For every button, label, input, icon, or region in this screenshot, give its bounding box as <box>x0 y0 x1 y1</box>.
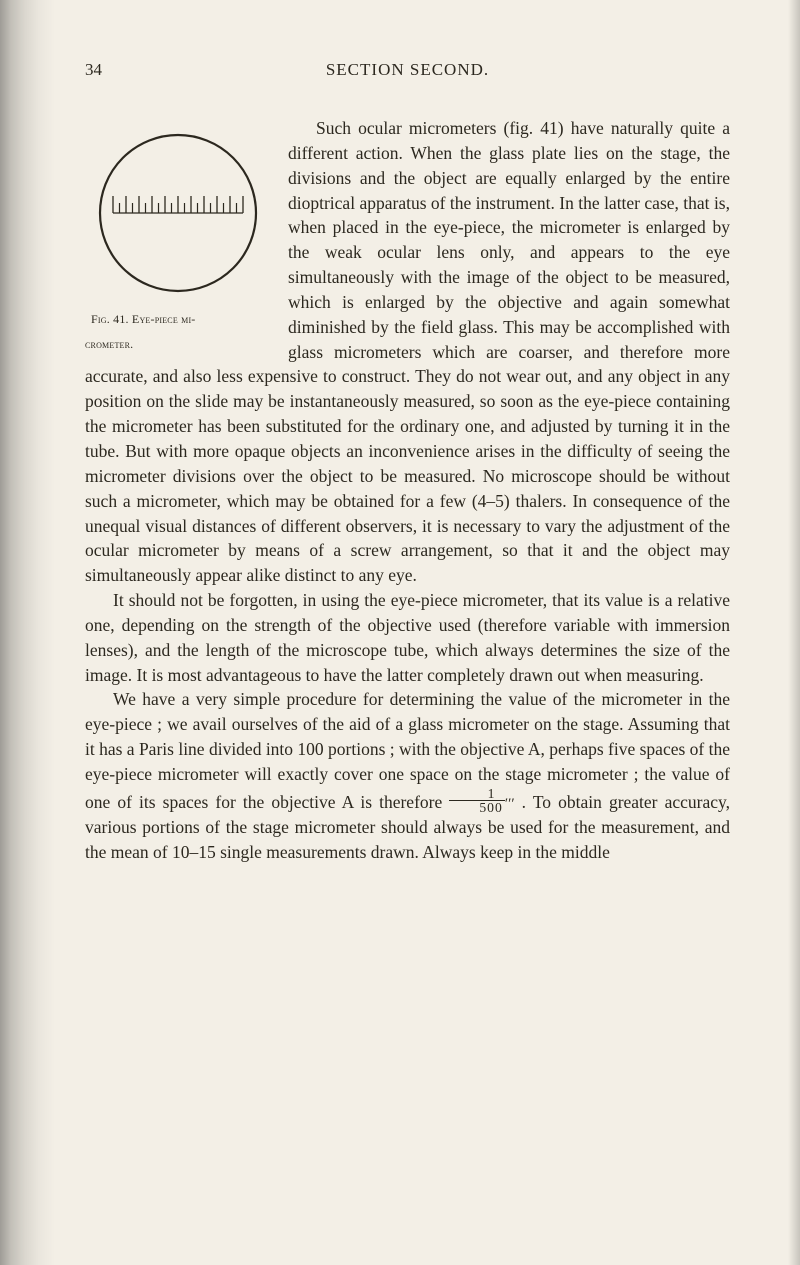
scanned-page: 34 SECTION SECOND. <box>0 0 800 1265</box>
figure-caption-text-2: crometer. <box>85 337 133 351</box>
triple-prime: ′′′ <box>505 796 515 812</box>
ocular-micrometer-svg <box>93 128 263 298</box>
ocular-micrometer-illustration <box>85 120 270 305</box>
fraction-1-over-500: 1 500 <box>449 787 504 815</box>
body-text: Fig. 41. Eye-piece mi- crometer. Such oc… <box>85 116 730 865</box>
paragraph-2-text: It should not be forgotten, in using the… <box>85 590 730 685</box>
paragraph-2: It should not be forgotten, in using the… <box>85 588 730 687</box>
section-title: SECTION SECOND. <box>85 60 730 80</box>
figure-41: Fig. 41. Eye-piece mi- crometer. <box>85 120 270 355</box>
paragraph-1-wrapping-figure: Fig. 41. Eye-piece mi- crometer. Such oc… <box>85 116 730 588</box>
paragraph-3: We have a very simple procedure for dete… <box>85 687 730 864</box>
fraction-denominator: 500 <box>449 801 504 815</box>
running-head: 34 SECTION SECOND. <box>85 60 730 80</box>
figure-caption-label: Fig. 41. <box>91 312 129 326</box>
figure-caption: Fig. 41. Eye-piece mi- crometer. <box>85 312 196 351</box>
figure-caption-text-1: Eye-piece mi- <box>132 312 196 326</box>
fraction-numerator: 1 <box>449 787 504 802</box>
